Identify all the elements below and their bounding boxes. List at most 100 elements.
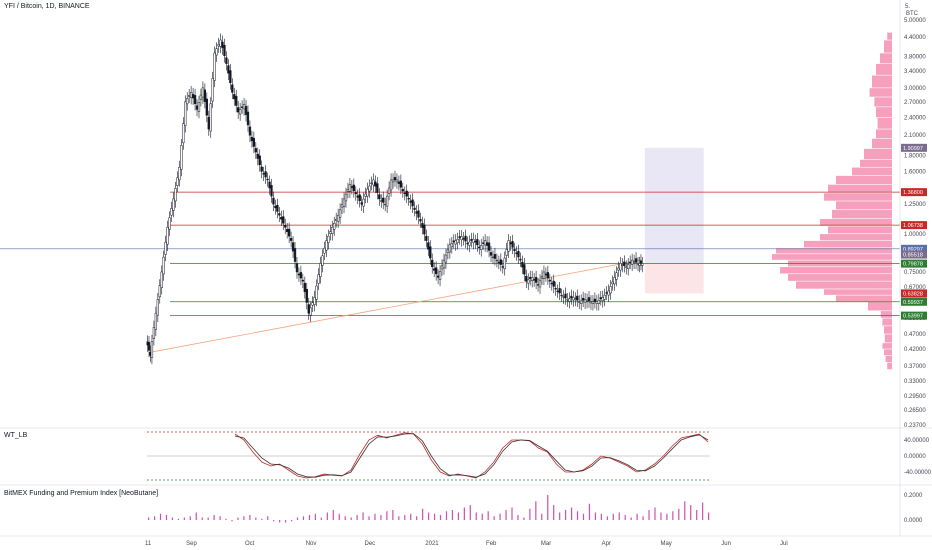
time-tick-label: Jun [721,541,731,547]
funding-bar [201,517,203,520]
candle-body [203,89,207,102]
candle-body [278,213,281,216]
funding-bar [600,513,602,520]
funding-bar [648,510,650,520]
candle-body [147,342,151,351]
candle-body [199,94,203,100]
funding-bar [231,520,233,522]
price-tag-bg [901,188,927,197]
candle-body [534,277,538,283]
candle-body [440,265,444,270]
candle-body [395,179,399,183]
candle-body [319,263,322,277]
candle-body [382,197,385,203]
candle-body [352,184,355,191]
funding-bar [267,516,269,520]
price-tick-label: 4.40000 [904,35,926,41]
volume-profile-bar [880,311,892,318]
candle-body [460,236,463,241]
candle-body [403,192,406,195]
candle-body [164,241,167,255]
volume-profile-bar [874,97,892,107]
candle-body [450,243,453,248]
oscillator-title: WT_LB [4,432,28,439]
funding-bar [368,516,370,520]
price-tag-label: 1.36800 [903,190,923,196]
funding-bar [541,513,543,520]
candle-body [442,259,446,269]
candle-body [572,297,575,301]
candle-body [478,246,481,249]
volume-profile-bar [887,362,892,370]
candle-body [454,240,457,245]
candle-body [264,171,267,178]
candle-body [466,242,469,245]
candle-body [284,225,287,228]
candle-body [282,216,285,224]
funding-bar [249,515,251,520]
candle-body [225,57,228,64]
candle-body [215,48,218,56]
candle-body [299,272,303,279]
price-tag-label: 0.89297 [903,247,923,253]
candle-body [574,298,577,300]
funding-bar [398,516,400,520]
candle-body [329,231,332,234]
volume-profile-bar [872,138,892,149]
funding-bar [177,518,179,520]
candle-body [399,180,403,188]
candle-body [560,294,563,297]
volume-profile [772,32,892,370]
candle-body [415,211,418,214]
candle-body [260,166,263,172]
volume-profile-bar [876,63,892,75]
candle-body [601,297,604,301]
horizontal-levels[interactable] [0,191,900,316]
funding-bar [320,517,322,520]
candle-body [632,260,636,263]
candle-body [540,276,544,279]
candle-body [621,264,624,266]
candle-body [237,107,240,113]
candle-body [160,271,163,288]
price-tag-bg [901,289,927,298]
volume-profile-bar [852,167,892,176]
funding-bar [219,516,221,520]
candle-body [393,177,397,181]
funding-bar [243,516,245,520]
candle-body [229,70,232,84]
symbol-title: YFI / Bitcoin, 1D, BINANCE [4,3,90,10]
candle-body [487,242,491,251]
price-tick-label: 0.67000 [904,285,926,291]
volume-profile-bar [882,343,892,349]
price-tag-label: 0.59937 [903,300,923,306]
price-tick-label: 0.75000 [904,270,926,276]
trendline[interactable] [150,259,642,353]
candle-body [209,103,212,132]
funding-bar [189,516,191,520]
volume-profile-bar [885,355,892,362]
candle-body [446,249,450,253]
candle-body [270,185,273,197]
candle-body [641,263,644,266]
candle-body [411,199,414,207]
candle-body [613,277,616,285]
funding-bar [308,515,311,520]
volume-profile-bar [836,201,892,210]
volume-profile-bar [880,53,892,64]
candle-body [448,244,452,253]
funding-bar [332,510,334,520]
funding-bar [594,512,597,520]
price-tick-label: 5.00000 [904,18,926,24]
candle-body [266,178,269,181]
candle-body [421,222,424,228]
candle-body [362,198,365,207]
funding-bar [565,510,567,520]
candle-body [425,235,428,241]
candle-body [489,252,493,256]
funding-bar [529,508,531,520]
candle-body [505,249,508,256]
position-projection [644,147,704,294]
funding-bar [416,516,418,520]
